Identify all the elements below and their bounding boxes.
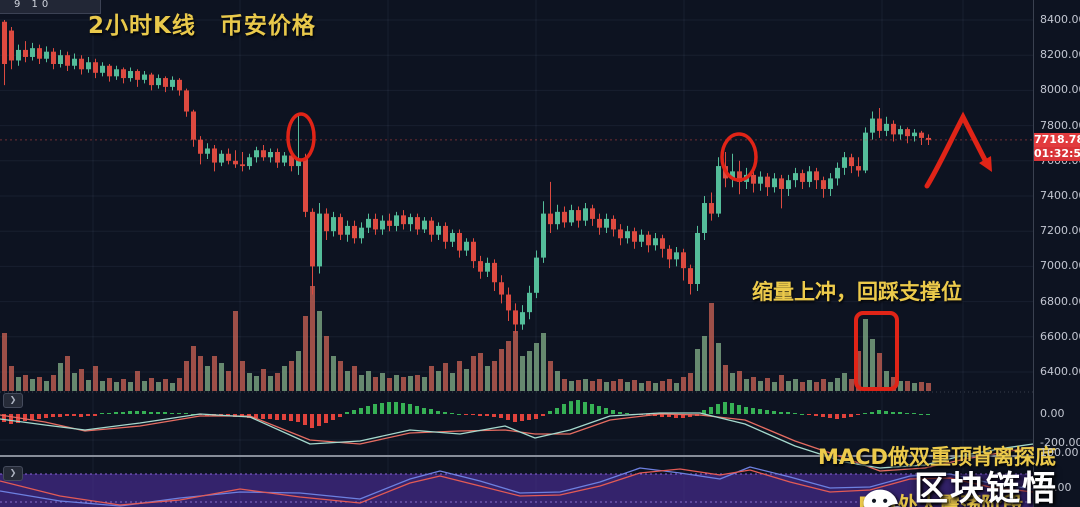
wechat-icon [862, 488, 910, 507]
last-price-badge: 7718.78 [1034, 133, 1080, 147]
ohlc-info-fragment: 9 10 [0, 0, 101, 14]
price-tick-label: 7400.00 [1040, 189, 1080, 202]
annotation-rsi-note: RSI处大震荡阶段 [858, 493, 1024, 507]
price-tick-label: 7800.00 [1040, 118, 1080, 132]
price-tick-label: 0.00 [1040, 407, 1065, 420]
price-tick-label: 6400.00 [1040, 365, 1080, 378]
macd-pane-collapse-button[interactable]: ❯ [3, 393, 23, 408]
price-tick-label: 8400.00 [1040, 13, 1080, 26]
price-tick-label: 7200.00 [1040, 224, 1080, 238]
price-tick-label: 8200.00 [1040, 48, 1080, 62]
candle-countdown-badge: 01:32:51 [1034, 147, 1080, 161]
annotation-macd-note: MACD做双重顶背离探底 [818, 445, 1056, 469]
price-tick-label: 100.00 [1040, 446, 1079, 459]
watermark-text: 区块链悟空 [914, 469, 1058, 507]
price-tick-label: 7000.00 [1040, 259, 1080, 273]
price-tick-label: 6600.00 [1040, 329, 1080, 343]
price-tick-label: 6800.00 [1040, 294, 1080, 308]
chart-title: 2小时K线 币安价格 [88, 13, 316, 39]
watermark: 区块链悟空 [862, 461, 1080, 507]
annotation-volume-note: 缩量上冲，回踩支撑位 [752, 280, 962, 304]
rsi-pane-collapse-button[interactable]: ❯ [3, 466, 23, 481]
price-tick-label: 50.00 [1040, 481, 1072, 494]
price-tick-label: 8000.00 [1040, 83, 1080, 97]
price-tick-label: -200.00 [1040, 436, 1080, 449]
